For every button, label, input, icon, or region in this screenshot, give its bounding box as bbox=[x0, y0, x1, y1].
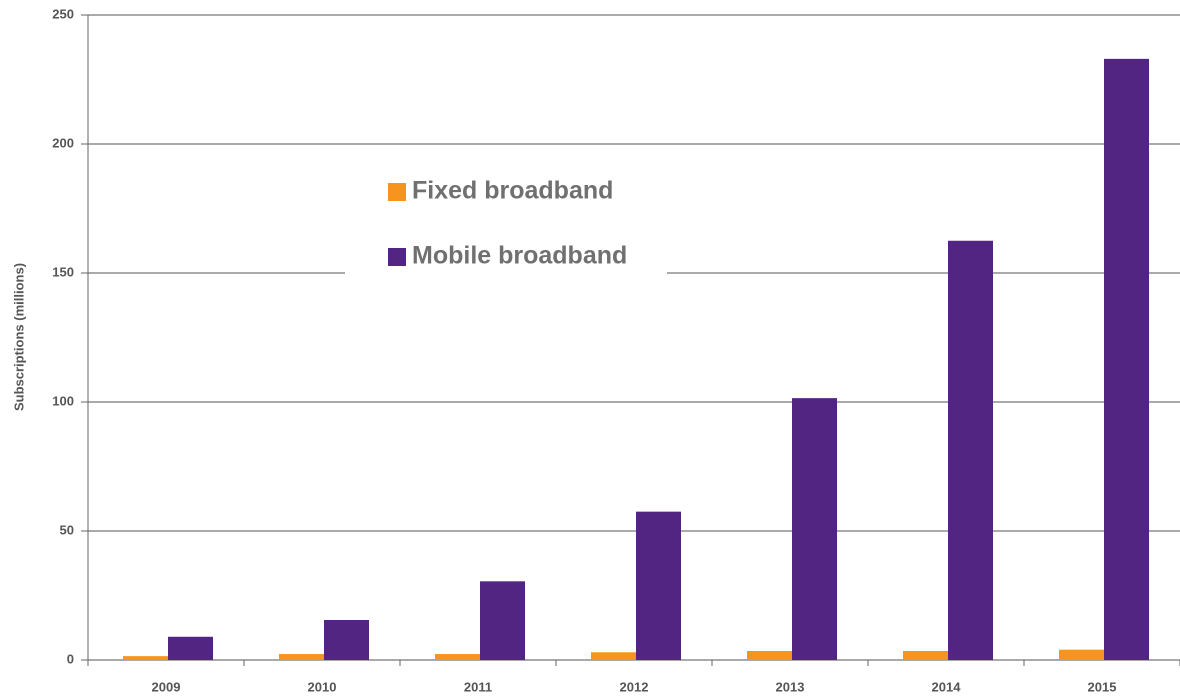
bar bbox=[948, 240, 993, 660]
legend-swatch bbox=[388, 248, 406, 266]
bar bbox=[480, 581, 525, 660]
y-tick-label: 200 bbox=[52, 135, 74, 150]
legend-label: Fixed broadband bbox=[412, 177, 613, 205]
x-tick-label: 2009 bbox=[152, 679, 181, 694]
bar bbox=[1059, 649, 1104, 660]
x-tick-label: 2012 bbox=[620, 679, 649, 694]
legend-label: Mobile broadband bbox=[412, 242, 627, 270]
bar bbox=[591, 652, 636, 660]
x-tick-label: 2010 bbox=[308, 679, 337, 694]
bar bbox=[792, 398, 837, 660]
bar bbox=[903, 650, 948, 660]
y-axis-label: Subscriptions (millions) bbox=[11, 263, 26, 411]
legend-swatch bbox=[388, 183, 406, 201]
y-tick-label: 150 bbox=[52, 264, 74, 279]
y-tick-label: 0 bbox=[67, 651, 74, 666]
bar bbox=[1104, 58, 1149, 661]
y-tick-label: 100 bbox=[52, 393, 74, 408]
y-tick-label: 250 bbox=[52, 6, 74, 21]
bar bbox=[279, 654, 324, 660]
x-tick-label: 2015 bbox=[1088, 679, 1117, 694]
bar bbox=[435, 654, 480, 660]
x-tick-label: 2011 bbox=[464, 679, 492, 694]
bar bbox=[747, 650, 792, 660]
x-tick-label: 2013 bbox=[776, 679, 805, 694]
bar bbox=[168, 636, 213, 660]
bar bbox=[324, 620, 369, 660]
x-tick-label: 2014 bbox=[932, 679, 962, 694]
bar bbox=[636, 511, 681, 660]
y-tick-label: 50 bbox=[60, 522, 74, 537]
bar bbox=[123, 656, 168, 660]
